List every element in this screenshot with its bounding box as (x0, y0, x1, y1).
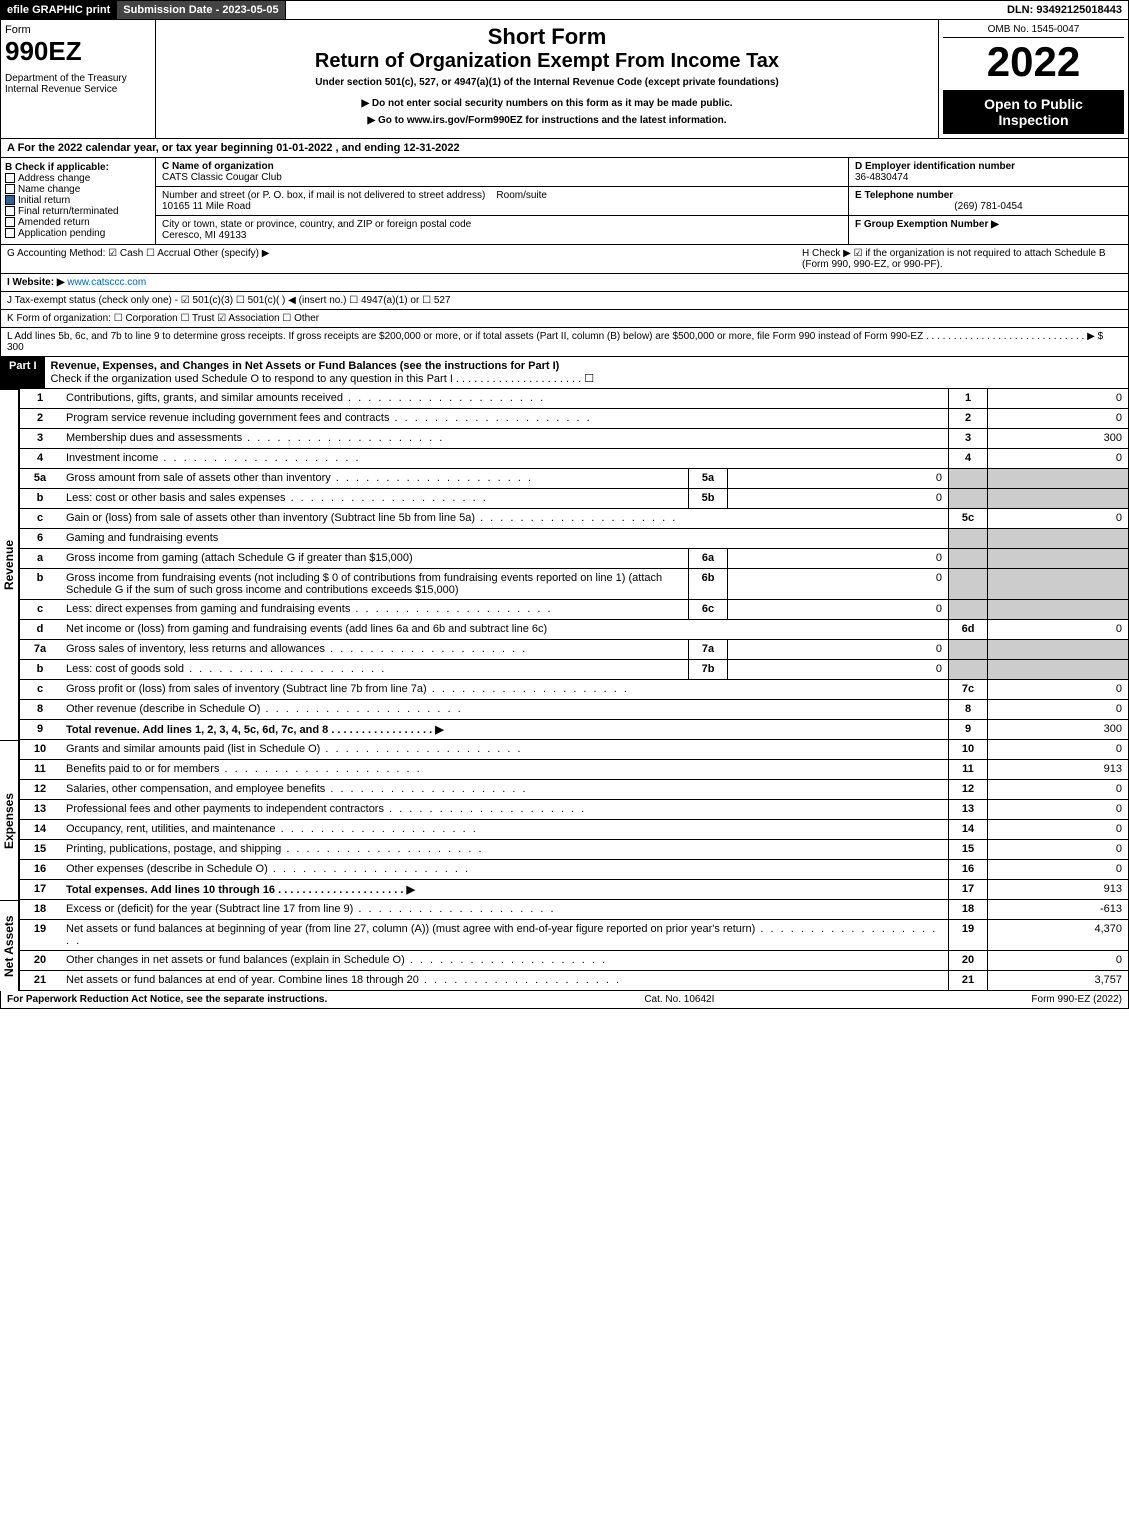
open-public-badge: Open to Public Inspection (943, 90, 1124, 134)
f-label: F Group Exemption Number ▶ (855, 219, 999, 230)
side-label-netassets: Net Assets (0, 900, 19, 991)
row-gh: G Accounting Method: ☑ Cash ☐ Accrual Ot… (0, 245, 1129, 274)
form-label: Form (5, 24, 151, 36)
line-16: 16Other expenses (describe in Schedule O… (19, 860, 1129, 880)
row-l-gross-receipts: L Add lines 5b, 6c, and 7b to line 9 to … (0, 328, 1129, 357)
line-12: 12Salaries, other compensation, and empl… (19, 780, 1129, 800)
room-label: Room/suite (496, 190, 547, 201)
line-18: 18Excess or (deficit) for the year (Subt… (19, 900, 1129, 920)
line-4: 4Investment income40 (19, 449, 1129, 469)
line-3: 3Membership dues and assessments3300 (19, 429, 1129, 449)
page-footer: For Paperwork Reduction Act Notice, see … (0, 991, 1129, 1009)
tax-year: 2022 (943, 38, 1124, 86)
row-j-tax-exempt: J Tax-exempt status (check only one) - ☑… (0, 292, 1129, 310)
b-label: B Check if applicable: (5, 162, 151, 173)
row-k-org-form: K Form of organization: ☐ Corporation ☐ … (0, 310, 1129, 328)
website-link[interactable]: www.catsccc.com (67, 277, 146, 288)
col-c-org: C Name of organization CATS Classic Coug… (156, 158, 848, 244)
line-20: 20Other changes in net assets or fund ba… (19, 951, 1129, 971)
col-b-checkboxes: B Check if applicable: Address change Na… (1, 158, 156, 244)
org-name: CATS Classic Cougar Club (162, 172, 282, 183)
row-a-tax-year: A For the 2022 calendar year, or tax yea… (0, 139, 1129, 158)
line-6b: bGross income from fundraising events (n… (19, 569, 1129, 600)
side-label-expenses: Expenses (0, 740, 19, 900)
subtitle: Under section 501(c), 527, or 4947(a)(1)… (160, 77, 934, 88)
efile-print-button[interactable]: efile GRAPHIC print (1, 1, 117, 19)
chk-pending[interactable]: Application pending (5, 228, 151, 239)
return-title: Return of Organization Exempt From Incom… (160, 50, 934, 73)
part-1-title: Revenue, Expenses, and Changes in Net As… (51, 360, 560, 372)
line-10: 10Grants and similar amounts paid (list … (19, 740, 1129, 760)
line-17: 17Total expenses. Add lines 10 through 1… (19, 880, 1129, 900)
goto-link[interactable]: ▶ Go to www.irs.gov/Form990EZ for instru… (160, 115, 934, 126)
form-version: Form 990-EZ (2022) (1031, 994, 1122, 1005)
short-form-title: Short Form (160, 24, 934, 50)
line-7c: cGross profit or (loss) from sales of in… (19, 680, 1129, 700)
line-19: 19Net assets or fund balances at beginni… (19, 920, 1129, 951)
line-7b: bLess: cost of goods sold7b0 (19, 660, 1129, 680)
street-label: Number and street (or P. O. box, if mail… (162, 190, 485, 201)
line-6a: aGross income from gaming (attach Schedu… (19, 549, 1129, 569)
form-header: Form 990EZ Department of the Treasury In… (0, 20, 1129, 139)
line-6c: cLess: direct expenses from gaming and f… (19, 600, 1129, 620)
website-label: I Website: ▶ (7, 277, 65, 288)
part-1-label: Part I (1, 357, 45, 388)
line-6: 6Gaming and fundraising events (19, 529, 1129, 549)
form-number: 990EZ (5, 36, 151, 67)
dept-treasury: Department of the Treasury (5, 73, 151, 84)
line-2: 2Program service revenue including gover… (19, 409, 1129, 429)
city-label: City or town, state or province, country… (162, 219, 471, 230)
part-1-header: Part I Revenue, Expenses, and Changes in… (0, 357, 1129, 389)
line-6d: dNet income or (loss) from gaming and fu… (19, 620, 1129, 640)
telephone: (269) 781-0454 (855, 201, 1122, 212)
line-11: 11Benefits paid to or for members11913 (19, 760, 1129, 780)
row-i-website: I Website: ▶ www.catsccc.com (0, 274, 1129, 292)
accounting-method: G Accounting Method: ☑ Cash ☐ Accrual Ot… (7, 248, 802, 270)
c-name-label: C Name of organization (162, 161, 274, 172)
d-label: D Employer identification number (855, 161, 1015, 172)
catalog-number: Cat. No. 10642I (644, 994, 714, 1005)
line-15: 15Printing, publications, postage, and s… (19, 840, 1129, 860)
chk-amended[interactable]: Amended return (5, 217, 151, 228)
line-5a: 5aGross amount from sale of assets other… (19, 469, 1129, 489)
ssn-warning: ▶ Do not enter social security numbers o… (160, 98, 934, 109)
paperwork-notice: For Paperwork Reduction Act Notice, see … (7, 994, 327, 1005)
part-1-check: Check if the organization used Schedule … (51, 373, 595, 385)
schedule-b-check: H Check ▶ ☑ if the organization is not r… (802, 248, 1122, 270)
line-5b: bLess: cost or other basis and sales exp… (19, 489, 1129, 509)
omb-number: OMB No. 1545-0047 (943, 24, 1124, 38)
irs-label: Internal Revenue Service (5, 84, 151, 95)
chk-name-change[interactable]: Name change (5, 184, 151, 195)
dln: DLN: 93492125018443 (1001, 1, 1128, 19)
line-8: 8Other revenue (describe in Schedule O)8… (19, 700, 1129, 720)
org-city: Ceresco, MI 49133 (162, 230, 247, 241)
org-info-block: B Check if applicable: Address change Na… (0, 158, 1129, 245)
chk-final-return[interactable]: Final return/terminated (5, 206, 151, 217)
org-street: 10165 11 Mile Road (162, 201, 251, 212)
line-13: 13Professional fees and other payments t… (19, 800, 1129, 820)
e-label: E Telephone number (855, 190, 953, 201)
line-9: 9Total revenue. Add lines 1, 2, 3, 4, 5c… (19, 720, 1129, 740)
chk-address-change[interactable]: Address change (5, 173, 151, 184)
line-1: 1Contributions, gifts, grants, and simil… (19, 389, 1129, 409)
line-5c: cGain or (loss) from sale of assets othe… (19, 509, 1129, 529)
submission-date: Submission Date - 2023-05-05 (117, 1, 285, 19)
col-def: D Employer identification number 36-4830… (848, 158, 1128, 244)
line-21: 21Net assets or fund balances at end of … (19, 971, 1129, 991)
top-bar: efile GRAPHIC print Submission Date - 20… (0, 0, 1129, 20)
ein: 36-4830474 (855, 172, 908, 183)
line-14: 14Occupancy, rent, utilities, and mainte… (19, 820, 1129, 840)
side-label-revenue: Revenue (0, 389, 19, 740)
line-7a: 7aGross sales of inventory, less returns… (19, 640, 1129, 660)
chk-initial-return[interactable]: Initial return (5, 195, 151, 206)
